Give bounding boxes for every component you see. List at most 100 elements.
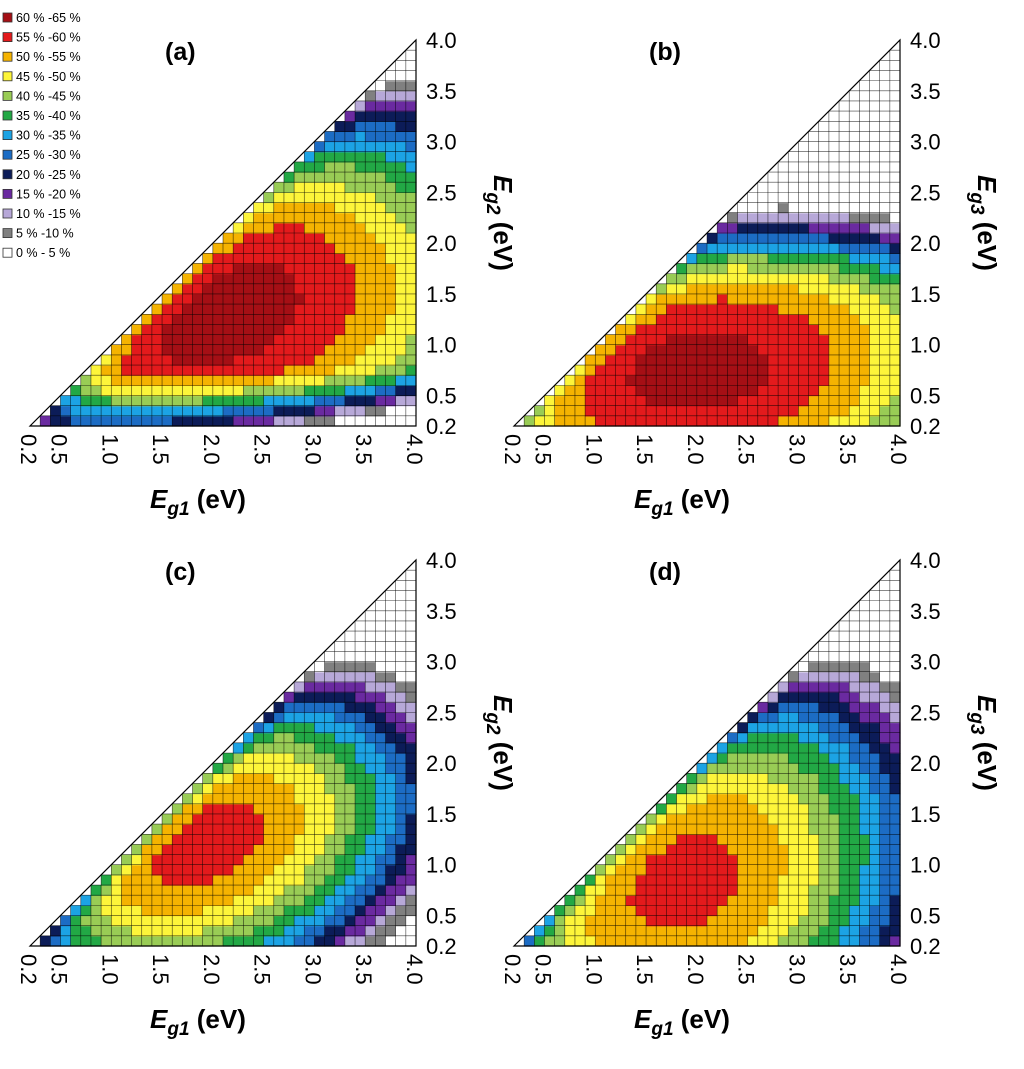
heatmap-cell (334, 813, 346, 825)
heatmap-cell (375, 610, 387, 622)
heatmap-cell (405, 263, 417, 275)
heatmap-cell (385, 131, 397, 143)
heatmap-cell (808, 385, 820, 397)
heatmap-cell (798, 692, 810, 703)
heatmap-cell (767, 895, 779, 906)
heatmap-cell (879, 641, 891, 653)
heatmap-cell (585, 365, 596, 376)
heatmap-cell (314, 263, 326, 275)
heatmap-cell (707, 405, 718, 417)
heatmap-cell (727, 773, 739, 785)
heatmap-cell (686, 864, 698, 876)
heatmap-cell (395, 60, 407, 72)
heatmap-cell (162, 354, 173, 366)
heatmap-cell (869, 212, 881, 224)
heatmap-cell (253, 844, 265, 856)
heatmap-cell (405, 854, 417, 866)
heatmap-cell (818, 742, 830, 754)
heatmap-cell (859, 375, 871, 386)
heatmap-cell (767, 375, 779, 386)
heatmap-cell (223, 925, 234, 937)
heatmap-cell (273, 722, 285, 734)
heatmap-cell (879, 783, 891, 795)
heatmap-cell (223, 334, 234, 346)
heatmap-cell (355, 395, 366, 407)
heatmap-cell (828, 111, 840, 122)
heatmap-cell (849, 222, 860, 234)
heatmap-cell (324, 151, 336, 163)
heatmap-cell (121, 334, 133, 346)
heatmap-cell (818, 824, 830, 835)
heatmap-cell (839, 415, 850, 427)
heatmap-cell (355, 803, 366, 815)
heatmap-cell (202, 874, 214, 886)
heatmap-cell (405, 824, 417, 835)
heatmap-cell (859, 100, 871, 112)
heatmap-cell (253, 212, 265, 224)
heatmap-cell (818, 344, 830, 356)
heatmap-cell (717, 813, 728, 825)
heatmap-cell (717, 385, 728, 397)
heatmap-cell (839, 304, 850, 315)
heatmap-cell (385, 813, 397, 825)
heatmap-cell (131, 415, 143, 427)
heatmap-cell (767, 273, 779, 285)
heatmap-cell (879, 580, 891, 592)
heatmap-cell (696, 803, 708, 815)
heatmap-cell (395, 783, 407, 795)
heatmap-cell (273, 905, 285, 917)
heatmap-cell (355, 385, 366, 397)
heatmap-cell (162, 834, 173, 846)
heatmap-cell (243, 304, 255, 315)
heatmap-cell (747, 293, 759, 305)
heatmap-cell (686, 354, 698, 366)
heatmap-cell (131, 864, 143, 876)
heatmap-cell (849, 925, 860, 937)
heatmap-cell (263, 324, 275, 336)
heatmap-cell (869, 253, 881, 265)
heatmap-cell (355, 915, 366, 927)
heatmap-cell (385, 365, 397, 376)
heatmap-cell (253, 722, 265, 734)
heatmap-cell (788, 742, 800, 754)
heatmap-cell (889, 732, 901, 744)
heatmap-cell (375, 90, 387, 102)
heatmap-cell (263, 844, 275, 856)
heatmap-cell (839, 925, 850, 937)
heatmap-cell (818, 692, 830, 703)
heatmap-cell (375, 222, 387, 234)
heatmap-cell (233, 813, 244, 825)
heatmap-cell (375, 111, 387, 122)
heatmap-cell (839, 935, 850, 947)
heatmap-cell (365, 314, 376, 326)
heatmap-cell (304, 324, 316, 336)
heatmap-cell (375, 365, 387, 376)
heatmap-cell (869, 692, 881, 703)
heatmap-cell (879, 935, 891, 947)
heatmap-cell (304, 793, 316, 805)
heatmap-cell (625, 375, 637, 386)
heatmap-cell (121, 864, 133, 876)
heatmap-cell (304, 202, 316, 214)
legend-label: 30 % -35 % (16, 129, 81, 143)
heatmap-cell (365, 233, 376, 244)
heatmap-cell (375, 874, 387, 886)
heatmap-cell (263, 385, 275, 397)
heatmap-cell (304, 824, 316, 835)
heatmap-cell (385, 70, 397, 82)
heatmap-cell (788, 935, 800, 947)
heatmap-cell (879, 803, 891, 815)
heatmap-cell (172, 844, 183, 856)
heatmap-cell (192, 803, 204, 815)
heatmap-cell (828, 803, 840, 815)
heatmap-cell (334, 354, 346, 366)
heatmap-cell (60, 415, 72, 427)
heatmap-cell (283, 783, 295, 795)
heatmap-cell (304, 233, 316, 244)
heatmap-cell (233, 344, 244, 356)
heatmap-cell (686, 895, 698, 906)
heatmap-cell (172, 925, 183, 937)
heatmap-cell (385, 834, 397, 846)
heatmap-cell (344, 182, 356, 193)
heatmap-cell (696, 864, 708, 876)
